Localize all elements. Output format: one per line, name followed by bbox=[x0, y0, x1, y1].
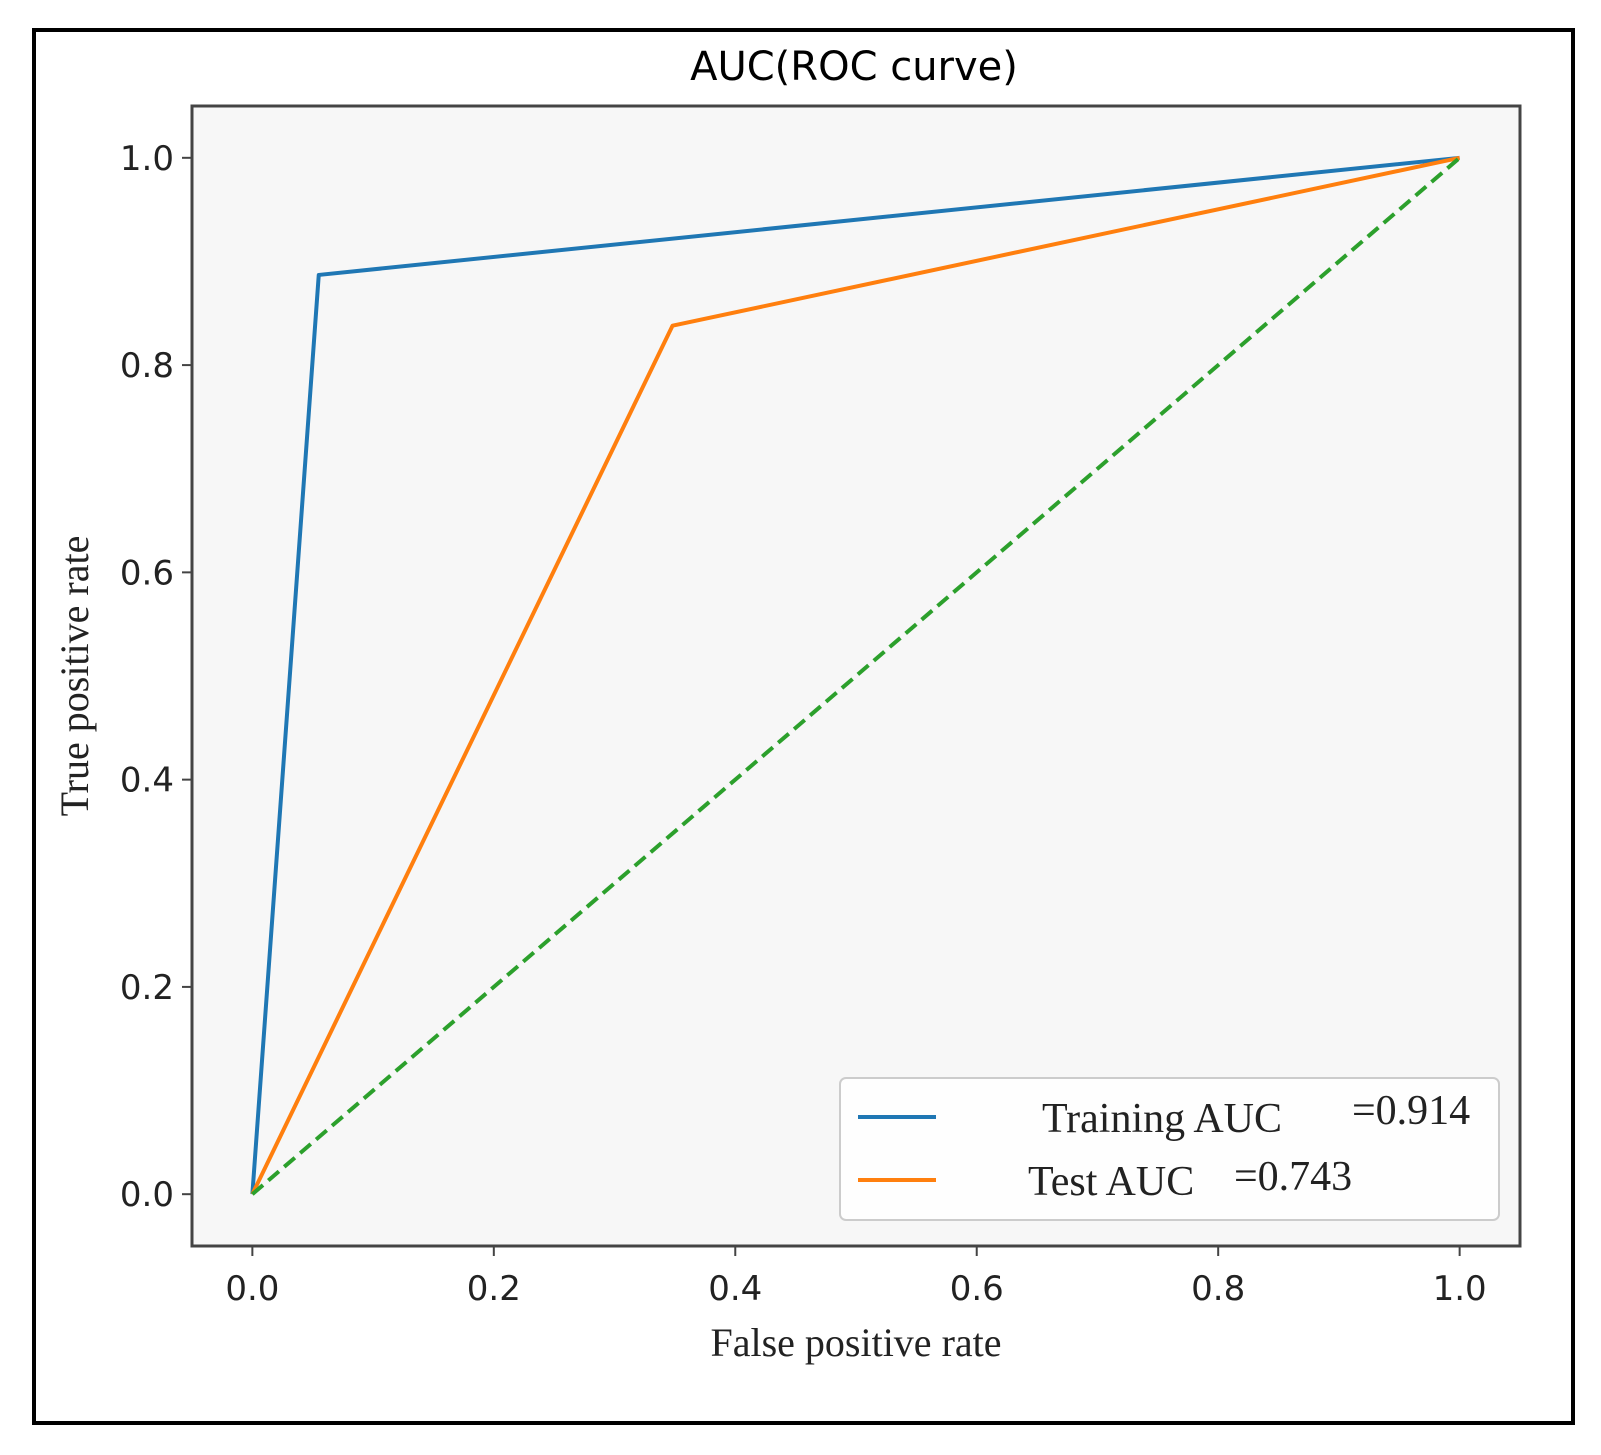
test-auc-line bbox=[250, 155, 1461, 1196]
legend: Training AUC =0.914 Test AUC =0.743 bbox=[839, 1077, 1500, 1221]
legend-label-training: Training AUC bbox=[1042, 1096, 1282, 1142]
x-tick-label: 0.8 bbox=[1191, 1269, 1245, 1309]
training-auc-line bbox=[250, 155, 1460, 1195]
x-tick-label: 0.0 bbox=[225, 1269, 279, 1309]
x-tick-label: 0.6 bbox=[950, 1269, 1004, 1309]
y-axis-label: True positive rate bbox=[52, 536, 97, 817]
x-tick-label: 1.0 bbox=[1433, 1269, 1487, 1309]
axis-ticks: 0.0 0.2 0.4 0.6 0.8 1.0 0.0 0.2 0.4 0.6 0.8 1.0 bbox=[120, 139, 1487, 1309]
legend-value-test: =0.743 bbox=[1234, 1154, 1352, 1200]
y-tick-label: 0.6 bbox=[120, 553, 174, 593]
y-tick-label: 1.0 bbox=[120, 139, 174, 179]
y-tick-label: 0.0 bbox=[120, 1175, 174, 1215]
y-tick-label: 0.2 bbox=[120, 968, 174, 1008]
series-lines bbox=[250, 155, 1461, 1196]
figure-frame: AUC(ROC curve) 0.0 0.2 0.4 0.6 0.8 1.0 0.0 0.2 0… bbox=[32, 28, 1575, 1425]
chance-diagonal-line bbox=[251, 156, 1461, 1196]
legend-value-training: =0.914 bbox=[1352, 1088, 1470, 1134]
x-axis-label: False positive rate bbox=[710, 1320, 1001, 1365]
chart-title: AUC(ROC curve) bbox=[690, 44, 1018, 90]
x-tick-label: 0.2 bbox=[467, 1269, 521, 1309]
y-tick-label: 0.8 bbox=[120, 346, 174, 386]
roc-chart: AUC(ROC curve) 0.0 0.2 0.4 0.6 0.8 1.00.00.20… bbox=[52, 44, 1522, 1365]
legend-box bbox=[839, 1077, 1500, 1221]
y-tick-label: 0.4 bbox=[120, 761, 174, 801]
x-tick-label: 0.4 bbox=[708, 1269, 762, 1309]
legend-label-test: Test AUC bbox=[1028, 1159, 1194, 1205]
